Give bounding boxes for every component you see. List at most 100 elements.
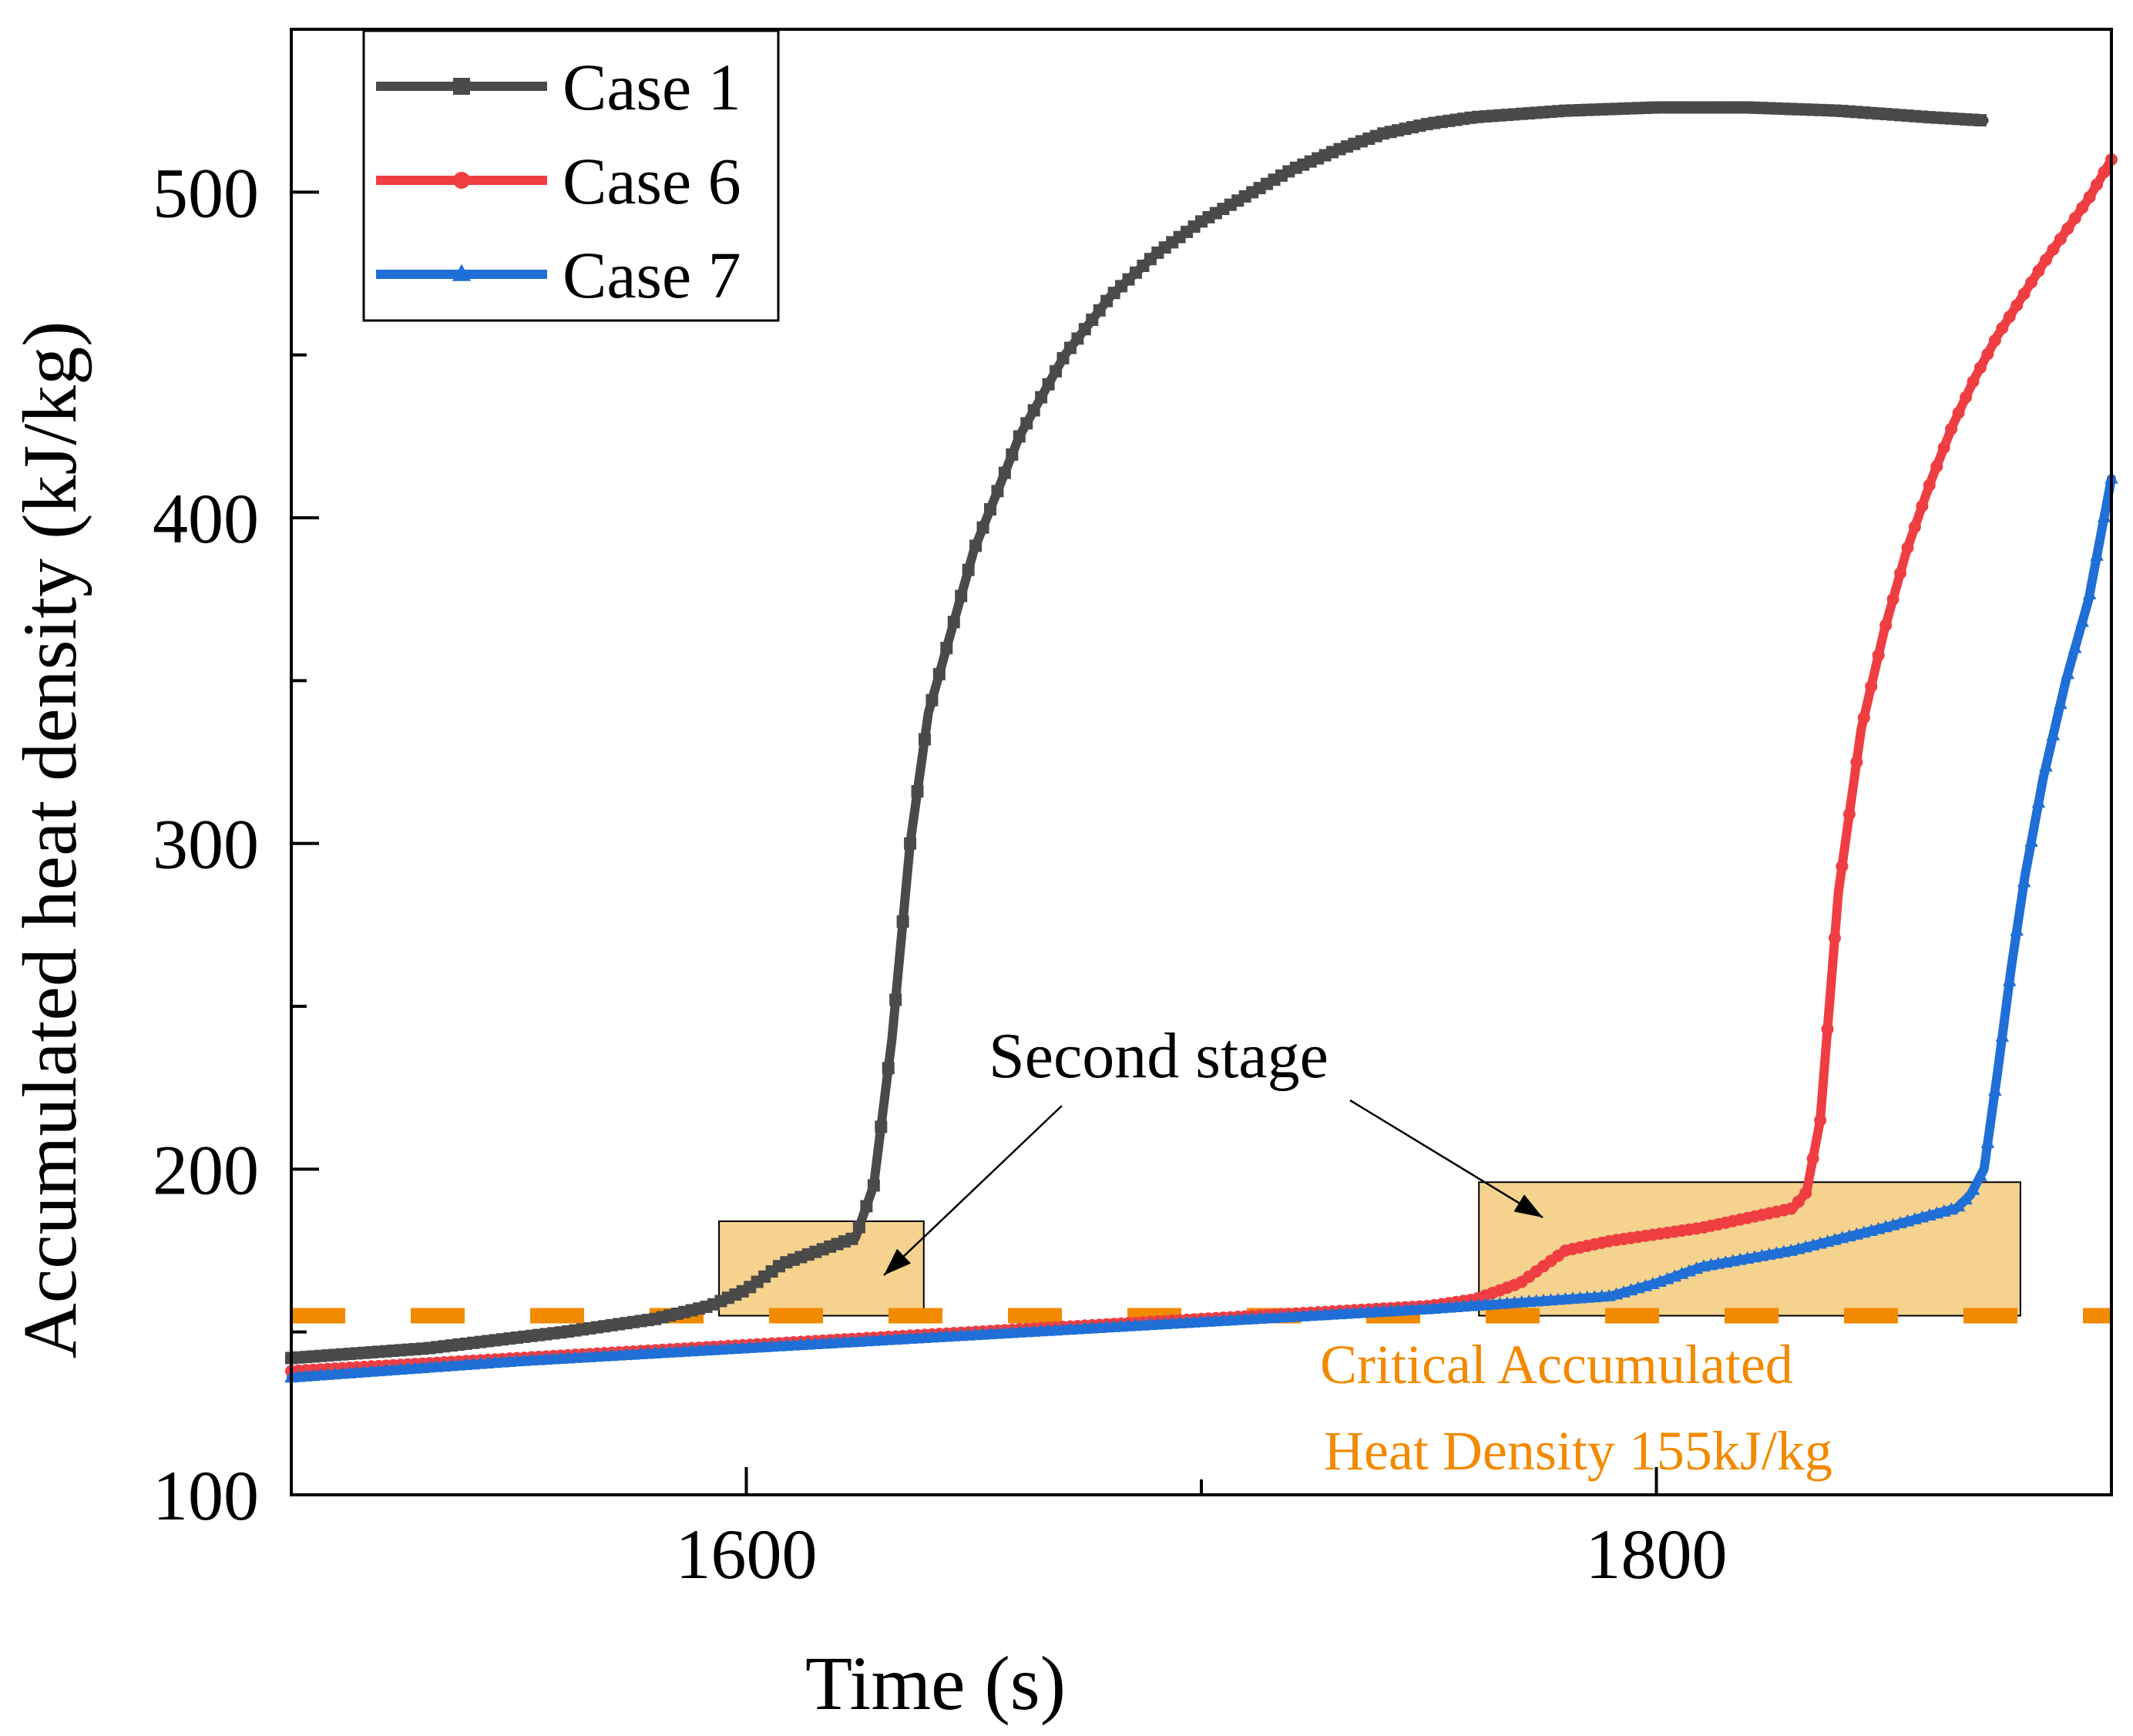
data-point [1792, 1195, 1805, 1208]
data-point [2076, 201, 2089, 214]
data-point [2098, 166, 2111, 179]
data-point [2083, 190, 2096, 203]
data-point [1857, 711, 1870, 724]
data-point [1973, 1168, 1987, 1181]
x-axis-label: Time (s) [805, 1640, 1066, 1726]
data-point [940, 642, 953, 655]
data-point [2068, 212, 2081, 225]
data-point [1821, 1022, 1834, 1036]
data-point [904, 837, 917, 850]
series-layer [284, 101, 2118, 1383]
data-point [860, 1200, 873, 1213]
data-point [2003, 311, 2016, 324]
data-point [2025, 276, 2038, 289]
data-point [947, 616, 960, 629]
data-point [1872, 649, 1885, 662]
legend-item-case-1: Case 1 [376, 50, 741, 124]
data-point [1093, 304, 1106, 317]
data-point [1806, 1152, 1819, 1165]
x-tick-label: 1800 [1586, 1515, 1728, 1593]
data-point [1981, 348, 1994, 361]
data-point [1078, 323, 1091, 336]
data-point [1988, 1083, 2002, 1096]
data-point [852, 1221, 865, 1234]
data-point [1951, 1199, 1966, 1212]
data-point [932, 667, 946, 680]
data-point [1916, 499, 1929, 512]
data-point [1901, 541, 1914, 554]
data-point [1930, 460, 1943, 473]
data-point [1966, 1182, 1980, 1195]
data-point [1879, 619, 1893, 632]
y-tick-label: 300 [153, 805, 259, 884]
y-tick-label: 400 [153, 479, 259, 558]
data-point [2090, 548, 2104, 561]
critical-line-label-2: Heat Density 155kJ/kg [1324, 1420, 1832, 1482]
data-point [1850, 756, 1863, 768]
data-point [1027, 404, 1040, 417]
data-point [2075, 614, 2090, 627]
series-case-1 [285, 101, 1989, 1365]
y-tick-label: 500 [153, 153, 259, 232]
arrow-shaft [1349, 1099, 1543, 1219]
axes-layer: 1600 1800 100 200 300 400 500 [153, 28, 2113, 1593]
data-point [1799, 1187, 1812, 1200]
legend-marker [453, 172, 470, 189]
data-point [991, 485, 1004, 498]
arrow-shaft [883, 1105, 1063, 1276]
data-point [2091, 178, 2104, 191]
data-point [845, 1232, 858, 1245]
data-point [1836, 860, 1849, 873]
legend: Case 1 Case 6 Case 7 [362, 29, 780, 322]
data-point [911, 785, 924, 798]
data-point [2017, 287, 2031, 301]
data-point [1988, 334, 2001, 347]
data-point [2061, 222, 2074, 235]
annotation-layer: Second stage Critical Accumulated Heat D… [883, 1020, 1832, 1482]
data-point [1945, 422, 1958, 435]
data-point [1071, 332, 1084, 345]
data-point [1814, 1113, 1827, 1127]
data-point [962, 563, 975, 576]
legend-label: Case 7 [563, 238, 741, 312]
data-point [2046, 727, 2061, 740]
data-point [882, 1062, 895, 1075]
y-tick-label: 200 [153, 1130, 259, 1209]
critical-line-label-1: Critical Accumulated [1320, 1334, 1793, 1395]
data-point [2054, 697, 2067, 710]
data-point [976, 521, 989, 534]
legend-item-case-7: Case 7 [376, 238, 741, 312]
data-point [1886, 593, 1900, 606]
y-tick-label: 100 [153, 1456, 259, 1535]
annotation-second-stage: Second stage [989, 1020, 1329, 1092]
x-tick-label: 1600 [676, 1515, 818, 1593]
data-point [1937, 442, 1950, 455]
data-point [1035, 391, 1048, 404]
data-point [1996, 322, 2009, 335]
series-case-7 [284, 471, 2118, 1383]
data-point [925, 693, 939, 707]
data-point [998, 466, 1011, 479]
data-point [1042, 378, 1055, 391]
data-point [2054, 233, 2067, 246]
data-point [2039, 759, 2053, 772]
data-point [2032, 264, 2045, 277]
data-point [867, 1179, 880, 1192]
data-point [1050, 364, 1063, 378]
data-point [1894, 566, 1907, 579]
legend-marker [453, 78, 470, 95]
data-point [1086, 314, 1099, 327]
data-point [2061, 667, 2075, 680]
data-point [1013, 430, 1026, 443]
data-point [1908, 520, 1921, 533]
data-point [2047, 243, 2060, 256]
data-point [2024, 834, 2038, 847]
data-point [2082, 586, 2097, 599]
data-point [1006, 448, 1019, 462]
data-point [1056, 351, 1070, 364]
legend-marker [452, 264, 472, 281]
data-point [889, 993, 902, 1006]
data-point [2097, 509, 2111, 522]
legend-item-case-6: Case 6 [376, 144, 741, 218]
